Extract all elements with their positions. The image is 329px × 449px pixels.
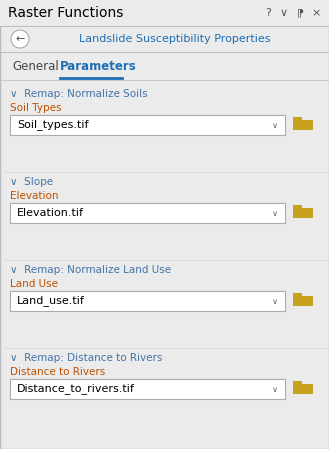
Text: ∨  Remap: Normalize Soils: ∨ Remap: Normalize Soils bbox=[10, 89, 148, 99]
Text: Distance_to_rivers.tif: Distance_to_rivers.tif bbox=[17, 383, 135, 395]
Text: ×: × bbox=[311, 8, 321, 18]
Text: Distance to Rivers: Distance to Rivers bbox=[10, 367, 105, 377]
FancyBboxPatch shape bbox=[293, 120, 313, 130]
Text: Soil Types: Soil Types bbox=[10, 103, 62, 113]
Text: Landslide Susceptibility Properties: Landslide Susceptibility Properties bbox=[79, 34, 270, 44]
Text: Land_use.tif: Land_use.tif bbox=[17, 295, 85, 307]
Text: ?: ? bbox=[265, 8, 271, 18]
Text: Parameters: Parameters bbox=[60, 60, 137, 72]
Text: ∨  Remap: Normalize Land Use: ∨ Remap: Normalize Land Use bbox=[10, 265, 171, 275]
FancyBboxPatch shape bbox=[293, 381, 302, 385]
FancyBboxPatch shape bbox=[293, 208, 313, 218]
Text: ∨  Slope: ∨ Slope bbox=[10, 177, 53, 187]
Text: Elevation.tif: Elevation.tif bbox=[17, 208, 84, 218]
Text: Soil_types.tif: Soil_types.tif bbox=[17, 119, 89, 131]
FancyBboxPatch shape bbox=[10, 115, 285, 135]
FancyBboxPatch shape bbox=[293, 293, 302, 297]
FancyBboxPatch shape bbox=[10, 379, 285, 399]
FancyBboxPatch shape bbox=[293, 117, 302, 121]
Text: ←: ← bbox=[15, 34, 25, 44]
Text: ∨: ∨ bbox=[272, 120, 278, 129]
Text: ∨: ∨ bbox=[272, 384, 278, 393]
FancyBboxPatch shape bbox=[293, 296, 313, 306]
Text: ∨: ∨ bbox=[280, 8, 288, 18]
FancyBboxPatch shape bbox=[293, 205, 302, 209]
Text: ⁋: ⁋ bbox=[296, 8, 303, 18]
FancyBboxPatch shape bbox=[10, 291, 285, 311]
FancyBboxPatch shape bbox=[10, 203, 285, 223]
FancyBboxPatch shape bbox=[293, 384, 313, 394]
Text: ∨: ∨ bbox=[272, 296, 278, 305]
Text: Elevation: Elevation bbox=[10, 191, 59, 201]
FancyBboxPatch shape bbox=[0, 0, 329, 26]
Text: General: General bbox=[12, 60, 59, 72]
Text: Land Use: Land Use bbox=[10, 279, 58, 289]
Text: ∨  Remap: Distance to Rivers: ∨ Remap: Distance to Rivers bbox=[10, 353, 163, 363]
Circle shape bbox=[11, 30, 29, 48]
Text: ∨: ∨ bbox=[272, 208, 278, 217]
Text: Raster Functions: Raster Functions bbox=[8, 6, 123, 20]
